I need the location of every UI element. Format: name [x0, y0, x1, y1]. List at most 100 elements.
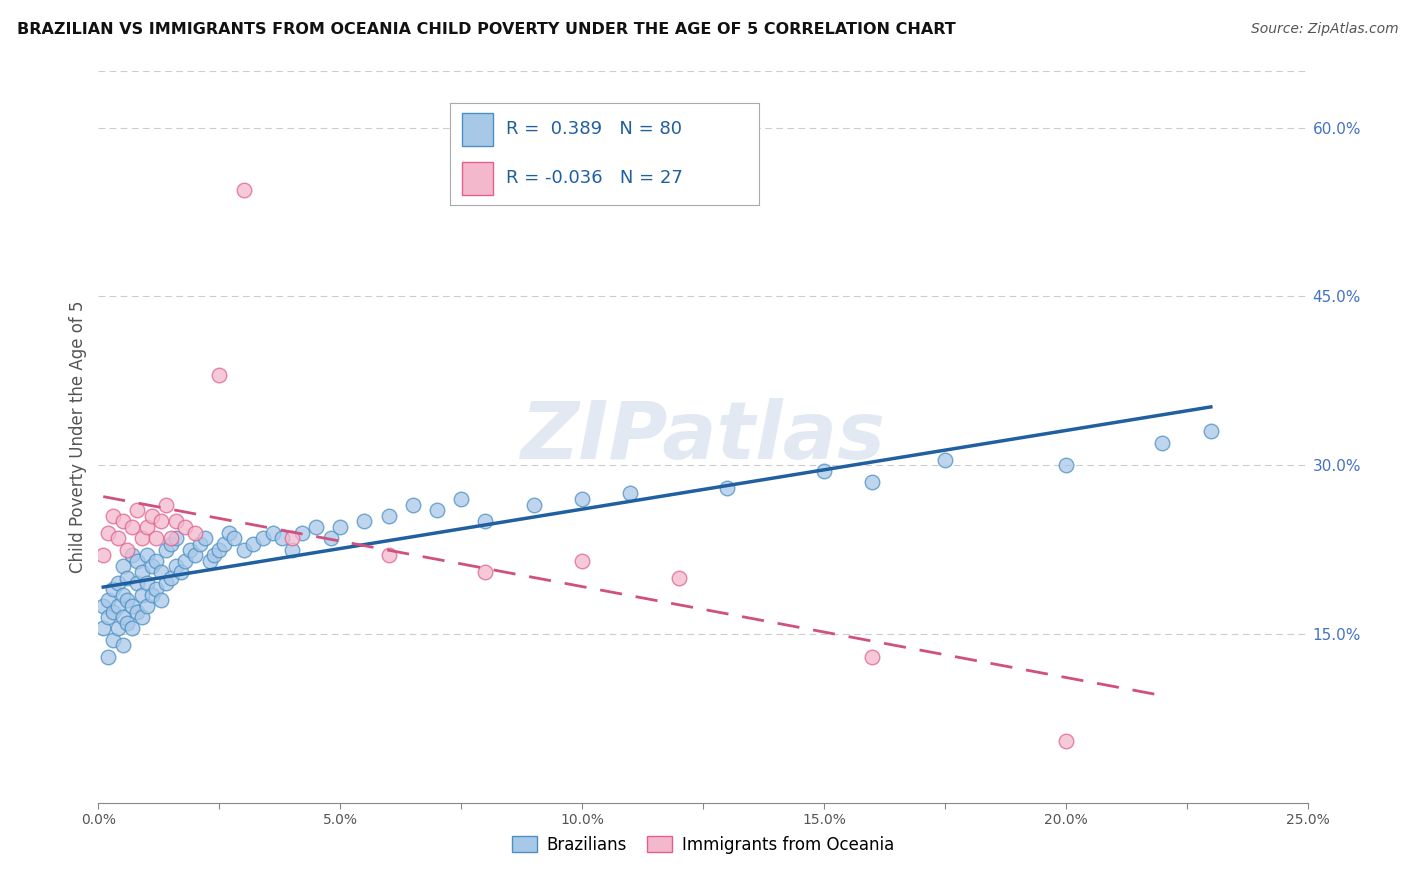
Point: [165, 532, 187, 546]
Point: [127, 576, 149, 591]
Point: [155, 498, 177, 512]
Point: [145, 582, 167, 596]
Point: [131, 588, 153, 602]
Point: [1199, 425, 1222, 439]
Point: [1054, 458, 1077, 473]
Point: [204, 548, 226, 562]
Point: [91, 548, 114, 562]
Point: [160, 571, 183, 585]
Point: [155, 542, 177, 557]
Point: [450, 491, 472, 506]
Point: [523, 498, 546, 512]
Point: [111, 559, 134, 574]
Point: [131, 565, 153, 579]
Point: [135, 576, 157, 591]
Text: R = -0.036   N = 27: R = -0.036 N = 27: [506, 169, 682, 187]
Point: [281, 532, 304, 546]
Point: [252, 532, 274, 546]
Point: [184, 548, 207, 562]
Point: [169, 565, 191, 579]
Point: [107, 532, 129, 546]
Point: [111, 515, 134, 529]
Point: [97, 649, 120, 664]
Point: [184, 525, 207, 540]
Text: Source: ZipAtlas.com: Source: ZipAtlas.com: [1251, 22, 1399, 37]
Point: [101, 582, 124, 596]
Point: [290, 525, 312, 540]
Point: [1152, 435, 1174, 450]
Point: [107, 621, 129, 635]
Point: [305, 520, 328, 534]
Point: [150, 593, 173, 607]
Point: [111, 588, 134, 602]
Point: [474, 515, 496, 529]
Point: [222, 532, 245, 546]
FancyBboxPatch shape: [463, 113, 494, 145]
Legend: Brazilians, Immigrants from Oceania: Brazilians, Immigrants from Oceania: [505, 829, 901, 860]
Point: [131, 532, 153, 546]
Point: [208, 542, 231, 557]
Point: [135, 520, 157, 534]
Point: [111, 638, 134, 652]
Point: [271, 532, 294, 546]
Text: BRAZILIAN VS IMMIGRANTS FROM OCEANIA CHILD POVERTY UNDER THE AGE OF 5 CORRELATIO: BRAZILIAN VS IMMIGRANTS FROM OCEANIA CHI…: [17, 22, 956, 37]
Point: [117, 615, 139, 630]
Point: [377, 508, 399, 523]
Point: [242, 537, 264, 551]
Point: [127, 554, 149, 568]
Point: [813, 464, 835, 478]
Point: [107, 599, 129, 613]
Point: [145, 554, 167, 568]
Point: [329, 520, 352, 534]
Point: [135, 599, 157, 613]
Point: [150, 515, 173, 529]
Point: [117, 571, 139, 585]
Point: [377, 548, 399, 562]
Point: [97, 593, 120, 607]
Point: [160, 532, 183, 546]
Point: [101, 632, 124, 647]
Point: [860, 475, 883, 489]
Point: [353, 515, 375, 529]
Point: [179, 542, 201, 557]
Point: [91, 599, 114, 613]
Point: [319, 532, 342, 546]
Point: [141, 508, 163, 523]
Point: [101, 605, 124, 619]
Point: [474, 565, 496, 579]
Point: [117, 542, 139, 557]
Point: [188, 537, 211, 551]
Point: [174, 520, 197, 534]
Point: [160, 537, 183, 551]
Point: [208, 368, 231, 383]
Point: [91, 621, 114, 635]
Point: [141, 559, 163, 574]
Point: [101, 508, 124, 523]
Point: [281, 542, 304, 557]
Point: [121, 548, 143, 562]
Point: [117, 593, 139, 607]
Point: [194, 532, 217, 546]
Point: [174, 554, 197, 568]
Point: [150, 565, 173, 579]
Point: [402, 498, 425, 512]
Point: [619, 486, 641, 500]
Text: ZIPatlas: ZIPatlas: [520, 398, 886, 476]
Point: [141, 588, 163, 602]
Point: [111, 610, 134, 624]
FancyBboxPatch shape: [463, 162, 494, 194]
Point: [232, 542, 254, 557]
Point: [145, 532, 167, 546]
Point: [155, 576, 177, 591]
Point: [121, 520, 143, 534]
Point: [135, 548, 157, 562]
Point: [571, 491, 593, 506]
Point: [426, 503, 449, 517]
Point: [131, 610, 153, 624]
Point: [716, 481, 738, 495]
Point: [97, 525, 120, 540]
Text: R =  0.389   N = 80: R = 0.389 N = 80: [506, 120, 682, 138]
Point: [571, 554, 593, 568]
Point: [668, 571, 690, 585]
Point: [165, 559, 187, 574]
